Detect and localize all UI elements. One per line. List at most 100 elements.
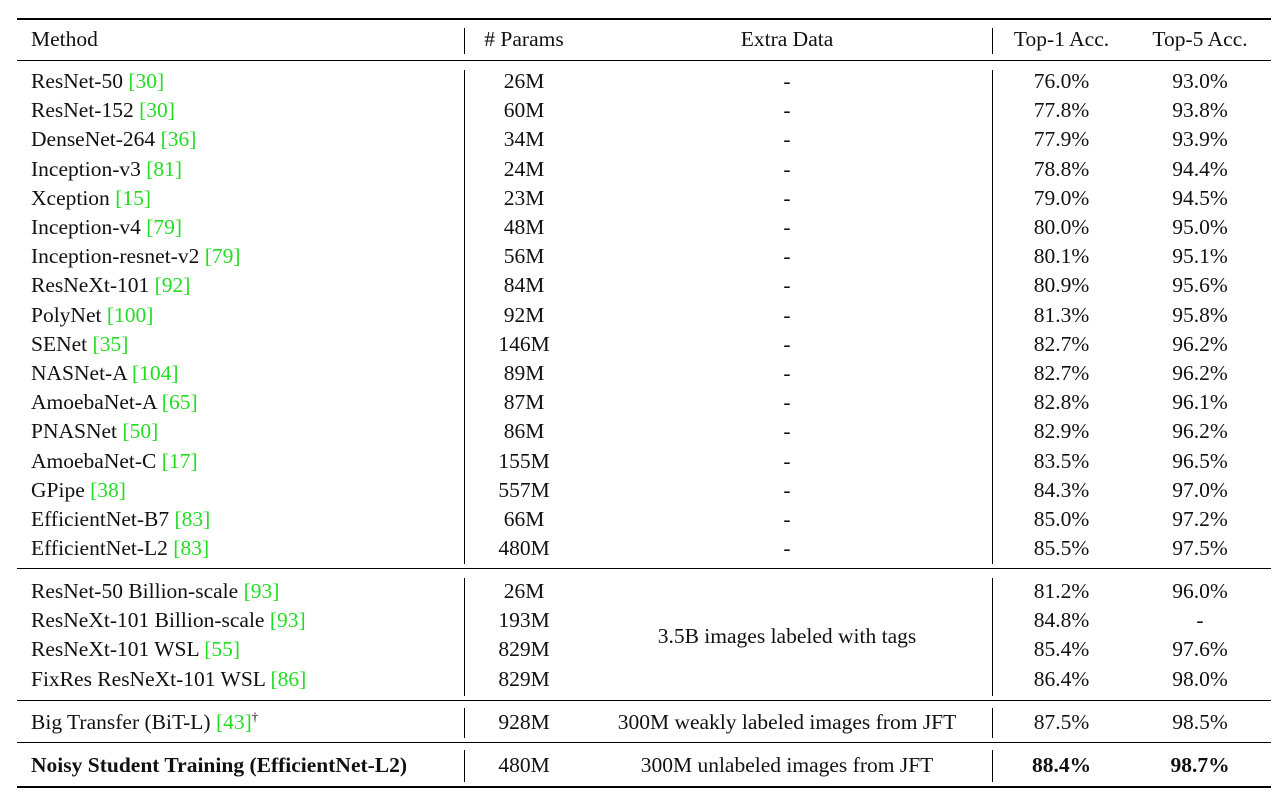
params-cell: 26M	[503, 69, 545, 93]
extra-data-cell: -	[783, 273, 791, 298]
top5-cell: 95.1%	[1172, 244, 1228, 269]
top5-cell: 97.2%	[1172, 507, 1228, 531]
citation-link[interactable]: [65]	[161, 390, 198, 415]
citation-link[interactable]: [30]	[139, 98, 175, 123]
top1-cell: 80.1%	[1033, 244, 1090, 269]
dagger-mark: †	[251, 709, 259, 724]
citation-link[interactable]: [92]	[154, 273, 191, 298]
table-row: Inception-v4 [79] 48M - 80.0% 95.0%	[0, 213, 1288, 242]
table-row: PolyNet [100] 92M - 81.3% 95.8%	[0, 301, 1288, 330]
citation-link[interactable]: [36]	[160, 127, 197, 152]
table-row: ResNeXt-101 Billion-scale [93] 193M 84.8% -	[0, 606, 1288, 635]
top1-cell: 81.2%	[1033, 579, 1090, 603]
method-cell: ResNeXt-101 Billion-scale [93]	[31, 608, 306, 633]
table-row: PNASNet [50] 86M - 82.9% 96.2%	[0, 417, 1288, 446]
group1-rule	[17, 568, 1271, 569]
citation-link[interactable]: [35]	[92, 331, 129, 356]
citation-link[interactable]: [93]	[243, 579, 280, 603]
vline-method	[464, 708, 465, 738]
table-row: ResNeXt-101 [92] 84M - 80.9% 95.6%	[0, 271, 1288, 300]
header-method: Method	[31, 27, 98, 51]
params-cell: 23M	[503, 185, 545, 210]
top5-cell: 96.1%	[1172, 390, 1228, 415]
top1-cell: 82.7%	[1033, 331, 1090, 356]
method-cell: PNASNet [50]	[31, 419, 159, 444]
top1-cell: 82.8%	[1033, 390, 1090, 415]
citation-link[interactable]: [83]	[173, 536, 210, 561]
citation-link[interactable]: [86]	[270, 666, 307, 691]
top1-cell: 85.4%	[1033, 637, 1090, 662]
citation-link[interactable]: [81]	[146, 156, 183, 181]
top1-cell: 85.5%	[1033, 536, 1090, 561]
citation-link[interactable]: [93]	[269, 608, 306, 633]
table-row-noisy-student: Noisy Student Training (EfficientNet-L2)…	[0, 751, 1288, 780]
top1-cell: 79.0%	[1033, 185, 1090, 210]
method-cell: Xception [15]	[31, 185, 152, 210]
top5-cell: 97.0%	[1172, 477, 1228, 502]
top1-cell: 83.5%	[1033, 448, 1090, 473]
params-cell: 86M	[503, 419, 545, 444]
extra-data-cell: 300M unlabeled images from JFT	[640, 753, 934, 777]
header-params: # Params	[484, 27, 564, 51]
vline-top1	[992, 708, 993, 738]
top5-cell: 96.2%	[1172, 419, 1228, 444]
top1-cell: 84.8%	[1033, 608, 1090, 633]
citation-link[interactable]: [38]	[90, 477, 126, 502]
citation-link[interactable]: [43]	[215, 710, 252, 734]
extra-data-cell: 300M weakly labeled images from JFT	[617, 710, 957, 734]
citation-link[interactable]: [83]	[174, 507, 211, 531]
method-cell: DenseNet-264 [36]	[31, 127, 197, 152]
top5-cell: 97.5%	[1172, 536, 1228, 561]
extra-data-cell: -	[783, 156, 791, 181]
table-row: NASNet-A [104] 89M - 82.7% 96.2%	[0, 359, 1288, 388]
citation-link[interactable]: [15]	[115, 185, 152, 210]
table-row: FixRes ResNeXt-101 WSL [86] 829M 86.4% 98.0…	[0, 665, 1288, 694]
extra-data-cell: -	[783, 536, 791, 561]
citation-link[interactable]: [79]	[204, 244, 241, 269]
vline-method	[464, 578, 465, 696]
params-cell: 155M	[498, 448, 550, 473]
extra-data-cell: -	[783, 215, 791, 239]
citation-link[interactable]: [17]	[161, 448, 198, 473]
params-cell: 829M	[498, 666, 550, 691]
table-row: DenseNet-264 [36] 34M - 77.9% 93.9%	[0, 125, 1288, 154]
group2-rule	[17, 700, 1271, 701]
top5-cell: 98.5%	[1172, 710, 1228, 734]
method-cell: Inception-resnet-v2 [79]	[31, 244, 241, 269]
method-cell: EfficientNet-L2 [83]	[31, 536, 210, 561]
extra-data-cell: -	[783, 477, 791, 502]
params-cell: 480M	[498, 753, 550, 777]
citation-link[interactable]: [30]	[128, 69, 165, 93]
params-cell: 829M	[498, 637, 550, 662]
citation-link[interactable]: [100]	[106, 302, 154, 327]
params-cell: 48M	[503, 215, 545, 239]
citation-link[interactable]: [104]	[131, 361, 179, 385]
top5-cell: 95.8%	[1172, 302, 1228, 327]
params-cell: 84M	[503, 273, 545, 298]
vline-top1	[992, 28, 993, 54]
params-cell: 66M	[503, 507, 545, 531]
method-cell: ResNet-50 Billion-scale [93]	[31, 579, 280, 603]
extra-data-cell: -	[783, 390, 791, 415]
params-cell: 928M	[498, 710, 550, 734]
table-row: Inception-resnet-v2 [79] 56M - 80.1% 95.1%	[0, 242, 1288, 271]
params-cell: 34M	[503, 127, 545, 152]
extra-data-cell: -	[783, 302, 791, 327]
group2-extra-data: 3.5B images labeled with tags	[657, 624, 917, 648]
citation-link[interactable]: [55]	[204, 637, 241, 662]
top1-cell: 84.3%	[1033, 477, 1090, 502]
method-cell: NASNet-A [104]	[31, 361, 179, 385]
extra-data-cell: -	[783, 448, 791, 473]
method-cell: AmoebaNet-A [65]	[31, 390, 198, 415]
table-row-bit: Big Transfer (BiT-L) [43]† 928M 300M wea…	[0, 708, 1288, 737]
top5-cell: 96.0%	[1172, 579, 1228, 603]
top5-cell: 95.0%	[1172, 215, 1228, 239]
method-cell: Inception-v3 [81]	[31, 156, 183, 181]
params-cell: 26M	[503, 579, 545, 603]
top1-cell: 86.4%	[1033, 666, 1090, 691]
method-cell: ResNeXt-101 [92]	[31, 273, 191, 298]
citation-link[interactable]: [50]	[122, 419, 159, 444]
bit-rule	[17, 742, 1271, 743]
citation-link[interactable]: [79]	[146, 215, 183, 239]
table-row: ResNeXt-101 WSL [55] 829M 85.4% 97.6%	[0, 635, 1288, 664]
